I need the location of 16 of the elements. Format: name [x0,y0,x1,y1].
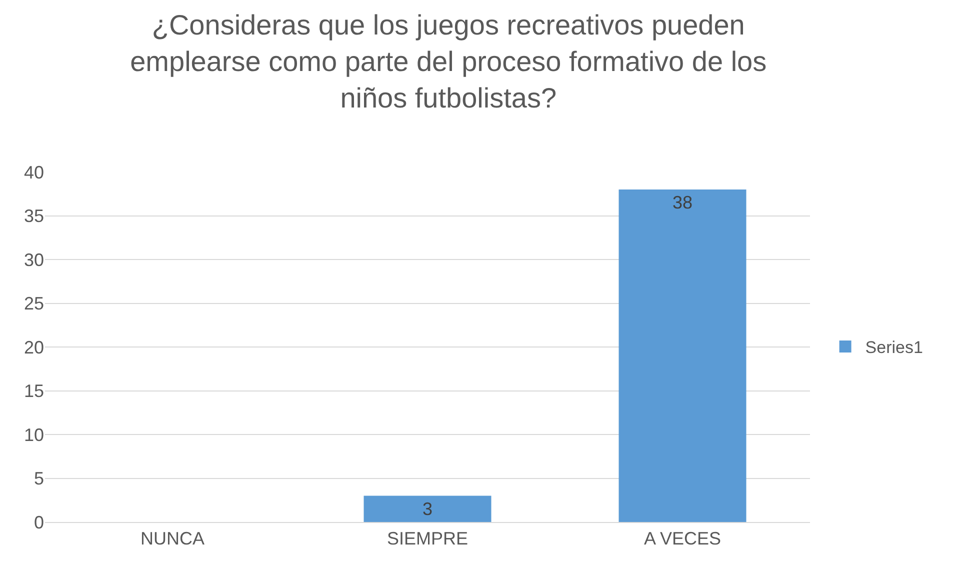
y-tick-label: 0 [34,512,44,532]
y-tick-label: 30 [24,250,44,270]
y-tick-label: 35 [24,206,44,226]
x-tick-label: A VECES [644,528,722,549]
y-tick-label: 25 [24,294,44,314]
y-tick-label: 40 [24,162,44,182]
y-tick-label: 15 [24,381,44,402]
legend-label: Series1 [865,338,923,358]
x-tick-label: SIEMPRE [386,528,468,549]
y-tick-label: 20 [24,337,44,358]
chart-title: ¿Consideras que los juegos recreativos pueden emplearse como parte del proceso formativo de los niños futbolistas? [130,10,767,114]
y-tick-label: 10 [24,424,44,445]
data-label: 38 [672,192,693,212]
x-tick-label: NUNCA [140,528,205,549]
y-tick-label: 5 [34,468,44,489]
data-label: 3 [422,498,433,519]
